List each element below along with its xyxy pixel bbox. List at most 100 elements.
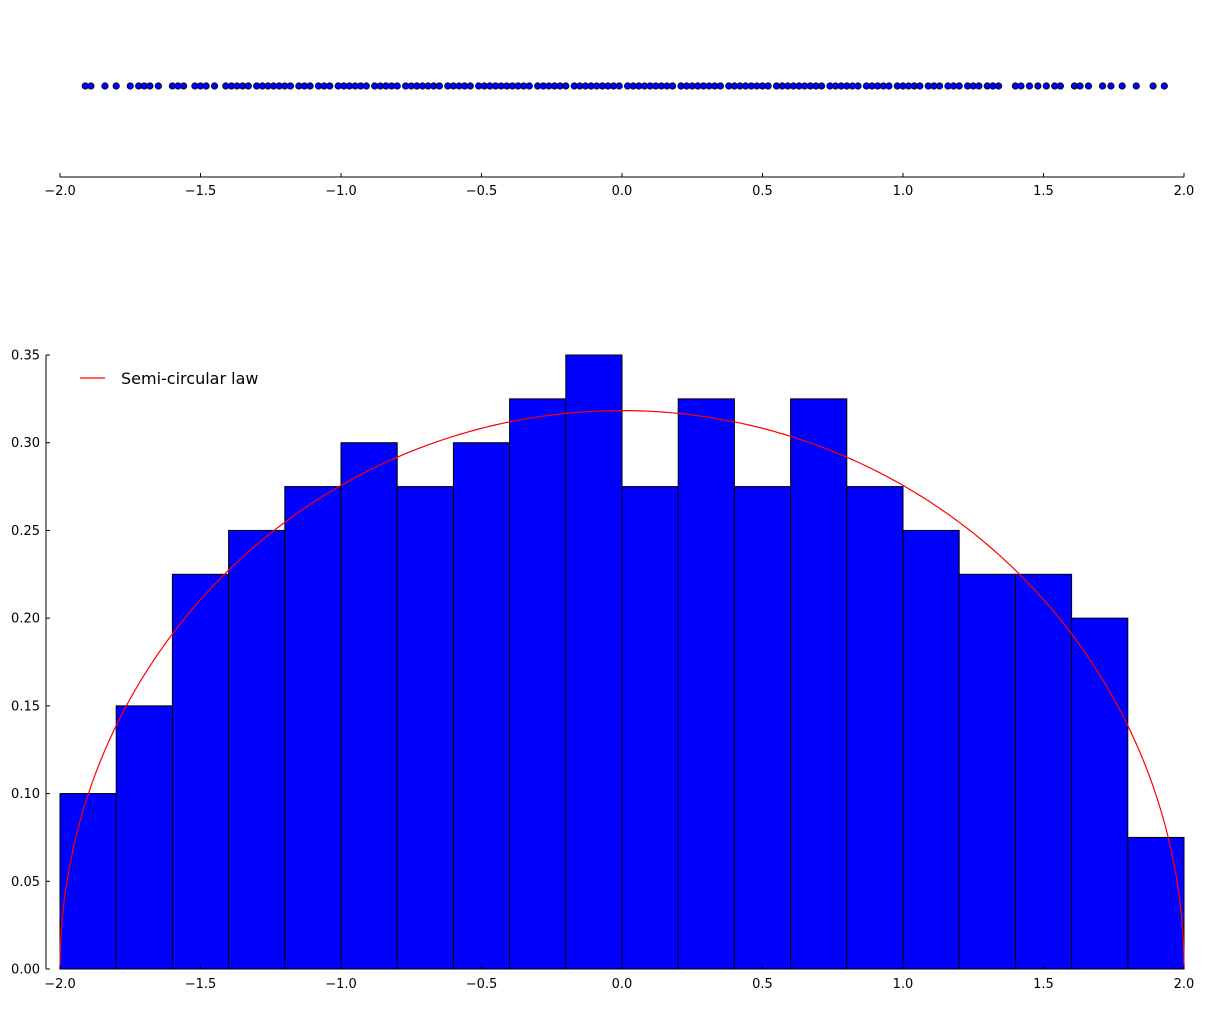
histogram-bar	[1014, 573, 1073, 970]
scatter-point	[955, 82, 963, 90]
scatter-point	[435, 82, 443, 90]
histogram-bar	[59, 793, 117, 970]
scatter-point	[817, 82, 826, 90]
bottom-y-tick-label: 0.05	[11, 875, 40, 890]
scatter-point	[1098, 82, 1107, 90]
top-x-tick-label: −1.5	[185, 184, 217, 199]
histogram-bar	[1127, 836, 1185, 970]
bottom-y-tick-label: 0.15	[11, 699, 40, 714]
scatter-point	[525, 82, 533, 90]
histogram-bar	[790, 398, 848, 970]
bottom-x-tick-label: −0.5	[466, 977, 498, 992]
top-x-tick-label: 0.5	[752, 184, 773, 199]
scatter-point	[154, 82, 162, 90]
scatter-point	[1132, 82, 1140, 90]
bottom-y-ticks: 0.00 0.05 0.10 0.15 0.20 0.25 0.30 0.35	[11, 349, 50, 978]
bottom-x-tick-label: −1.0	[325, 977, 357, 992]
bottom-y-tick-label: 0.20	[11, 612, 40, 627]
scatter-point	[393, 82, 401, 90]
histogram-bar	[396, 486, 454, 970]
histogram-bar	[958, 573, 1016, 970]
scatter-point	[1160, 82, 1168, 90]
scatter-point	[244, 82, 252, 90]
histogram-bar	[171, 573, 230, 970]
legend: Semi-circular law	[80, 369, 258, 388]
histogram-bar	[621, 486, 679, 970]
scatter-point	[112, 82, 120, 90]
histogram-bar	[452, 442, 511, 970]
histogram-bar	[1071, 617, 1129, 970]
scatter-point	[202, 82, 210, 90]
scatter-point	[1107, 82, 1115, 90]
bottom-x-tick-label: −1.5	[185, 977, 217, 992]
top-x-tick-label: 1.0	[893, 184, 914, 199]
histogram-bar	[846, 486, 904, 970]
scatter-point	[764, 82, 772, 90]
scatter-point	[668, 82, 677, 90]
scatter-point	[562, 82, 570, 90]
scatter-point	[1025, 82, 1034, 90]
scatter-point	[180, 82, 188, 90]
histogram-bar	[902, 529, 960, 970]
bottom-x-tick-label: 1.5	[1033, 977, 1054, 992]
top-x-tick-label: 2.0	[1174, 184, 1195, 199]
histogram-bar	[733, 486, 792, 970]
scatter-point	[1034, 82, 1042, 90]
top-x-tick-label: −0.5	[466, 184, 498, 199]
histogram-bar	[509, 398, 567, 970]
scatter-point	[916, 82, 924, 90]
bottom-y-tick-label: 0.35	[11, 349, 40, 364]
scatter-point	[466, 82, 474, 90]
scatter-point	[1149, 82, 1157, 90]
histogram-bar	[340, 442, 398, 970]
scatter-point	[146, 82, 154, 90]
histogram-bar	[115, 705, 173, 970]
semicircle-curve	[59, 409, 1185, 970]
bottom-x-ticks: −2.0 −1.5 −1.0 −0.5 0.0 0.5 1.0 1.5 2.0	[44, 965, 1194, 992]
scatter-point	[1042, 82, 1050, 90]
scatter-point	[885, 82, 893, 90]
top-x-tick-label: −1.0	[325, 184, 357, 199]
bottom-x-tick-label: −2.0	[44, 977, 76, 992]
scatter-point	[935, 82, 944, 90]
scatter-point	[286, 82, 295, 90]
histogram-plot: −2.0 −1.5 −1.0 −0.5 0.0 0.5 1.0 1.5 2.0 0.00 0.05…	[11, 349, 1194, 993]
scatter-point	[1017, 82, 1025, 90]
bottom-y-tick-label: 0.25	[11, 524, 40, 539]
top-x-ticks: −2.0 −1.5 −1.0 −0.5 0.0 0.5 1.0 1.5 2.0	[44, 173, 1194, 199]
scatter-point	[210, 82, 219, 90]
scatter-point	[615, 82, 623, 90]
scatter-point	[1084, 82, 1093, 90]
scatter-point	[1056, 82, 1064, 90]
histogram-bars	[59, 354, 1185, 970]
bottom-x-tick-label: 1.0	[893, 977, 914, 992]
scatter-point	[306, 82, 314, 90]
bottom-x-tick-label: 0.0	[612, 977, 633, 992]
scatter-point	[975, 82, 983, 90]
top-x-tick-label: −2.0	[44, 184, 76, 199]
bottom-y-tick-label: 0.00	[11, 963, 40, 978]
histogram-bar	[677, 398, 735, 970]
top-x-tick-label: 1.5	[1033, 184, 1054, 199]
scatter-point	[994, 82, 1003, 90]
scatter-point	[326, 82, 334, 90]
histogram-bar	[284, 486, 342, 970]
scatter-point	[362, 82, 370, 90]
histogram-bar	[565, 354, 623, 970]
bottom-x-tick-label: 0.5	[752, 977, 773, 992]
scatter-point	[854, 82, 862, 90]
legend-label: Semi-circular law	[121, 369, 258, 388]
bottom-y-tick-label: 0.10	[11, 787, 40, 802]
scatter-points	[81, 82, 1168, 90]
scatter-point	[1076, 82, 1084, 90]
bottom-y-tick-label: 0.30	[11, 436, 40, 451]
scatter-point	[101, 82, 109, 90]
scatter-point	[1118, 82, 1126, 90]
bottom-x-tick-label: 2.0	[1174, 977, 1195, 992]
top-x-tick-label: 0.0	[612, 184, 633, 199]
scatter-point	[716, 82, 724, 90]
scatter-point	[87, 82, 95, 90]
scatter-point	[126, 82, 134, 90]
eigenvalue-scatter-plot: −2.0 −1.5 −1.0 −0.5 0.0 0.5 1.0 1.5 2.0	[44, 82, 1194, 199]
